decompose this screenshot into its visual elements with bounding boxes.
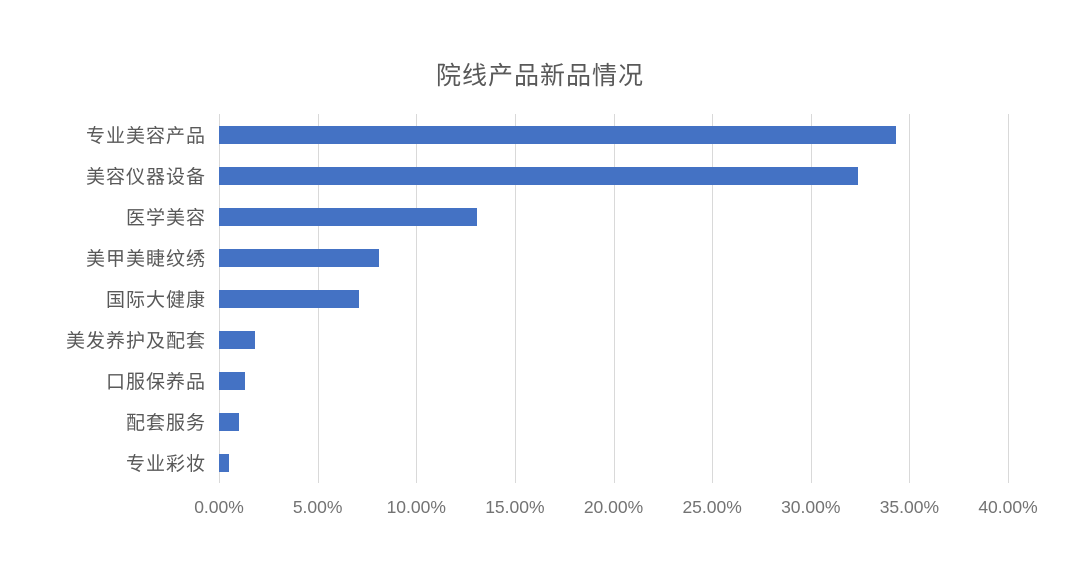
category-label: 口服保养品 bbox=[105, 372, 206, 393]
x-tick-label: 30.00% bbox=[781, 497, 841, 517]
category-label: 配套服务 bbox=[125, 413, 206, 434]
bar-医学美容 bbox=[219, 207, 478, 226]
bar-row bbox=[219, 196, 1008, 237]
category-label: 医学美容 bbox=[125, 208, 206, 229]
bar-row bbox=[219, 360, 1008, 401]
bar-美甲美睫纹绣 bbox=[219, 248, 379, 267]
category-label: 美甲美睫纹绣 bbox=[85, 249, 206, 270]
bar-row bbox=[219, 278, 1008, 319]
gridline bbox=[909, 114, 911, 483]
y-axis-labels: 专业美容产品 美容仪器设备医学美容美甲美睫纹绣国际大健康美发养护及配套口服保养品配… bbox=[0, 114, 206, 483]
bar-row bbox=[219, 442, 1008, 483]
x-axis-labels: 0.00% 5.00% 10.00% 15.00% 20.00% 25.00% 30.00%… bbox=[194, 497, 1037, 521]
plot-area bbox=[219, 114, 1009, 483]
gridline bbox=[613, 114, 615, 483]
bar-美容仪器设备 bbox=[219, 166, 859, 185]
x-tick-label: 5.00% bbox=[292, 497, 343, 517]
category-label: 专业美容产品 bbox=[85, 126, 206, 147]
x-tick-label: 0.00% bbox=[194, 497, 244, 517]
bar-国际大健康 bbox=[219, 289, 360, 308]
bar-row bbox=[219, 237, 1008, 278]
bar-row bbox=[219, 114, 1008, 155]
gridline bbox=[514, 114, 516, 483]
bar-row bbox=[219, 319, 1008, 360]
bar-row bbox=[219, 155, 1008, 196]
category-label: 专业彩妆 bbox=[125, 454, 206, 475]
bar-专业美容产品 bbox=[219, 125, 896, 144]
x-tick-label: 25.00% bbox=[682, 497, 742, 517]
bar-配套服务 bbox=[219, 412, 239, 431]
gridline bbox=[712, 114, 714, 483]
x-tick-label: 15.00% bbox=[485, 497, 545, 517]
category-label: 美容仪器设备 bbox=[85, 167, 206, 188]
gridline bbox=[810, 114, 812, 483]
gridline bbox=[1008, 114, 1009, 483]
x-tick-label: 20.00% bbox=[583, 497, 644, 517]
gridline bbox=[416, 114, 418, 483]
category-label: 美发养护及配套 bbox=[65, 331, 206, 352]
bars bbox=[219, 114, 1008, 483]
bar-口服保养品 bbox=[219, 371, 245, 390]
chart-title: 院线产品新品情况 bbox=[435, 62, 644, 90]
bar-专业彩妆 bbox=[219, 453, 229, 472]
bar-美发养护及配套 bbox=[219, 330, 255, 349]
x-tick-label: 40.00% bbox=[978, 497, 1038, 517]
x-tick-label: 10.00% bbox=[386, 497, 446, 517]
x-tick-label: 35.00% bbox=[879, 497, 940, 517]
bar-row bbox=[219, 401, 1008, 442]
category-label: 国际大健康 bbox=[105, 290, 206, 311]
